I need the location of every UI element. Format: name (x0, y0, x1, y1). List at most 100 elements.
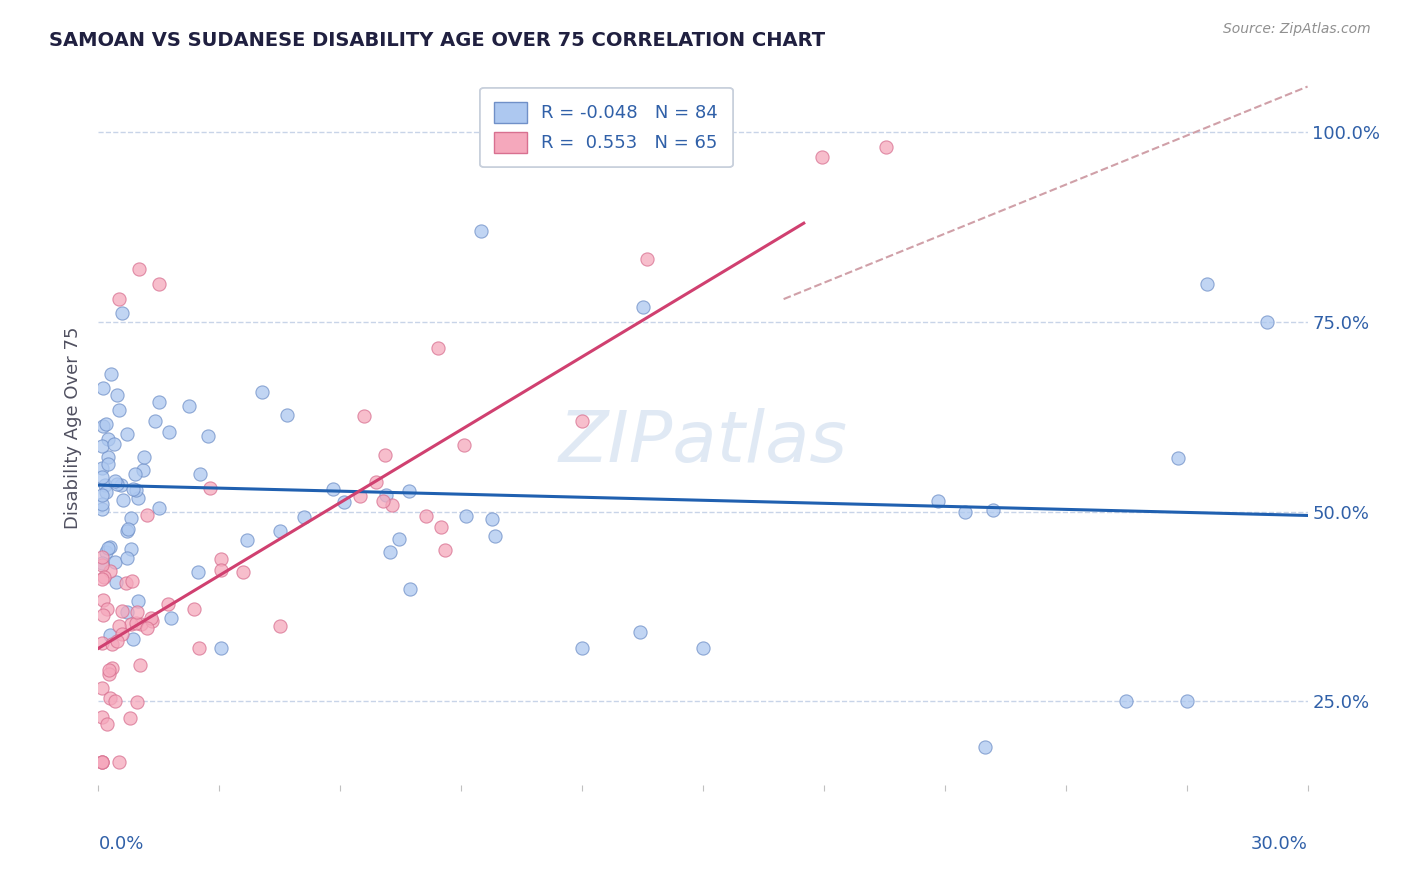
Point (91, 607, 114, 622)
Point (453, 437, 475, 451)
Point (105, 633, 128, 648)
Point (374, 448, 396, 462)
Point (1195, 277, 1218, 291)
Point (91, 497, 114, 511)
Point (122, 632, 145, 646)
Point (381, 498, 404, 512)
Point (481, 512, 503, 526)
Point (112, 492, 135, 507)
Point (127, 605, 149, 619)
Point (141, 614, 163, 628)
Point (91, 502, 114, 516)
Point (91, 755, 114, 769)
Point (91, 681, 114, 695)
Point (371, 493, 394, 508)
Point (188, 641, 211, 656)
Legend: R = -0.048   N = 84, R =  0.553   N = 65: R = -0.048 N = 84, R = 0.553 N = 65 (479, 87, 733, 167)
Point (981, 503, 1004, 517)
Point (232, 565, 254, 579)
Point (91, 439, 114, 453)
Point (927, 494, 949, 508)
Point (125, 483, 148, 498)
Point (97, 432, 120, 446)
Point (98, 628, 121, 642)
Point (117, 427, 139, 442)
Point (107, 292, 129, 306)
Point (349, 490, 371, 504)
Point (91, 418, 114, 433)
Point (111, 627, 134, 641)
Point (636, 252, 658, 267)
Point (125, 615, 148, 630)
Text: Source: ZipAtlas.com: Source: ZipAtlas.com (1223, 22, 1371, 37)
Point (105, 388, 128, 402)
Point (121, 574, 143, 589)
Point (97, 457, 120, 471)
Point (430, 520, 453, 534)
Point (98, 663, 121, 677)
Point (177, 399, 200, 413)
Point (117, 522, 139, 536)
Point (117, 605, 139, 619)
Point (94, 478, 117, 492)
Point (104, 694, 127, 708)
Y-axis label: Disability Age Over 75: Disability Age Over 75 (65, 326, 83, 530)
Point (157, 425, 180, 439)
Point (100, 691, 122, 706)
Point (98, 565, 121, 579)
Point (104, 555, 127, 569)
Point (111, 604, 134, 618)
Point (121, 482, 143, 496)
Point (96, 716, 118, 731)
Point (398, 484, 420, 499)
Point (91, 755, 114, 769)
Point (100, 367, 122, 381)
Point (571, 641, 593, 656)
Point (100, 636, 122, 650)
Text: 0.0%: 0.0% (98, 835, 143, 853)
Point (276, 408, 298, 422)
Point (235, 533, 257, 547)
Point (129, 657, 152, 672)
Point (454, 509, 477, 524)
Point (91, 557, 114, 571)
Point (115, 524, 138, 539)
Point (269, 618, 291, 632)
Point (91, 469, 114, 483)
Point (105, 477, 128, 491)
Point (135, 508, 157, 522)
Point (91, 710, 114, 724)
Point (692, 641, 714, 656)
Point (148, 501, 170, 516)
Point (187, 565, 209, 579)
Point (107, 619, 129, 633)
Point (159, 611, 181, 625)
Point (353, 409, 375, 423)
Point (470, 224, 492, 238)
Point (415, 509, 437, 524)
Point (209, 563, 232, 577)
Point (97, 541, 120, 555)
Point (127, 491, 149, 505)
Point (94, 545, 117, 559)
Point (94, 417, 117, 432)
Point (114, 576, 136, 591)
Point (209, 641, 232, 656)
Point (121, 511, 143, 525)
Point (91, 460, 114, 475)
Point (269, 524, 291, 538)
Point (157, 597, 180, 611)
Text: 30.0%: 30.0% (1251, 835, 1308, 853)
Point (148, 394, 170, 409)
Point (628, 625, 651, 640)
Point (110, 477, 132, 491)
Point (128, 261, 150, 276)
Point (91, 550, 114, 565)
Point (148, 277, 170, 291)
Text: ZIPatlas: ZIPatlas (558, 408, 848, 477)
Point (143, 413, 166, 427)
Point (107, 755, 129, 769)
Point (427, 341, 450, 355)
Point (292, 510, 315, 524)
Point (1175, 694, 1198, 708)
